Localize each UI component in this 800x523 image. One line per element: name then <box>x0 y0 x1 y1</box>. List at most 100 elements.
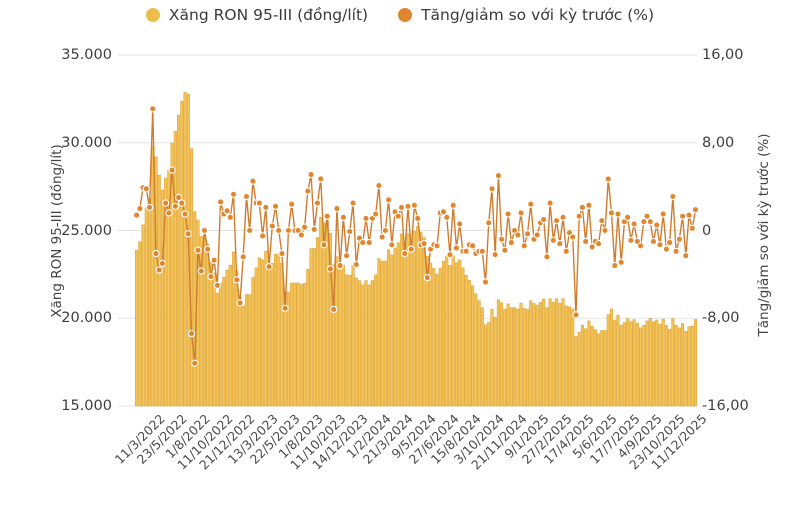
price-bar <box>648 317 652 407</box>
change-dot <box>362 214 370 223</box>
change-dot <box>317 175 325 183</box>
change-dot <box>691 206 700 214</box>
legend-item-price[interactable]: Xăng RON 95-III (đồng/lít) <box>145 6 369 24</box>
change-dot <box>162 199 170 207</box>
change-dot <box>653 221 661 229</box>
price-bar <box>270 263 274 407</box>
change-dot <box>507 238 515 247</box>
price-bar <box>419 231 423 407</box>
change-dot <box>359 238 367 247</box>
price-bar <box>619 324 623 407</box>
price-bar <box>383 260 387 407</box>
legend-item-change[interactable]: Tăng/giảm so với kỳ trước (%) <box>398 6 654 24</box>
change-dot <box>685 211 693 219</box>
price-bar <box>519 302 523 407</box>
change-dot <box>268 222 276 230</box>
price-bar <box>606 314 610 407</box>
price-bar <box>403 242 407 407</box>
change-dot <box>171 202 180 211</box>
change-dot <box>549 236 557 245</box>
chart-legend: Xăng RON 95-III (đồng/lít) Tăng/giảm so … <box>0 2 800 28</box>
change-dot <box>491 250 499 259</box>
price-bar <box>286 291 291 407</box>
price-bar <box>241 305 245 407</box>
price-bar <box>435 273 439 407</box>
change-dot <box>310 225 318 234</box>
price-bar <box>432 268 436 407</box>
price-bar <box>587 320 591 407</box>
change-dot <box>181 210 189 218</box>
change-dot <box>307 170 315 179</box>
price-bar <box>597 333 601 407</box>
price-bar <box>668 328 672 407</box>
price-bars <box>135 92 698 407</box>
change-dot <box>239 253 247 261</box>
price-bar <box>393 247 397 407</box>
right-axis-tick: 0 <box>702 222 712 239</box>
change-dot <box>559 213 567 221</box>
change-dot <box>572 311 580 319</box>
price-bar <box>164 177 168 407</box>
change-dot <box>494 172 503 180</box>
change-dot <box>517 209 525 217</box>
change-dot <box>284 226 293 235</box>
price-bar <box>345 274 349 407</box>
price-bar <box>412 231 417 407</box>
price-bar <box>225 269 229 407</box>
price-bar <box>199 236 203 407</box>
price-bar <box>664 324 669 407</box>
change-dot <box>601 226 609 235</box>
price-bar <box>655 319 659 407</box>
price-bar <box>212 272 216 407</box>
price-bar <box>374 274 378 407</box>
change-dot <box>326 265 335 273</box>
change-dot <box>207 272 215 281</box>
price-bar <box>535 304 539 407</box>
price-bar <box>370 280 375 407</box>
change-dot <box>313 199 322 207</box>
price-bar <box>490 308 494 407</box>
price-bar <box>680 323 685 407</box>
price-bar <box>567 306 572 407</box>
price-bar <box>493 316 497 407</box>
change-dot <box>604 175 612 183</box>
change-dot <box>643 212 651 220</box>
change-dot <box>552 216 561 225</box>
price-bar <box>135 249 139 407</box>
change-dot <box>659 210 667 218</box>
price-bar <box>251 277 255 407</box>
price-bar <box>351 264 355 407</box>
price-bar <box>238 296 242 407</box>
price-bar <box>674 324 678 407</box>
change-dot <box>155 266 163 274</box>
price-bar <box>315 237 320 407</box>
price-bar <box>464 274 468 407</box>
right-axis-tick: -16,00 <box>702 398 749 414</box>
price-bar <box>309 248 313 407</box>
change-dot <box>381 226 390 235</box>
price-bar <box>206 243 210 407</box>
price-bar <box>454 262 459 407</box>
change-dot <box>246 226 254 235</box>
change-dot <box>288 200 296 208</box>
price-bar <box>516 308 520 407</box>
change-dot <box>423 274 432 282</box>
legend-label-price: Xăng RON 95-III (đồng/lít) <box>168 6 369 24</box>
change-dot <box>397 203 406 212</box>
change-dot <box>481 278 490 286</box>
price-bar <box>254 267 258 407</box>
change-dot <box>278 249 286 258</box>
price-bar <box>267 264 271 407</box>
change-dot <box>617 258 625 266</box>
change-dot <box>349 199 357 207</box>
price-bar <box>651 321 656 407</box>
price-bar <box>525 309 530 407</box>
price-bar <box>616 314 620 407</box>
price-bar <box>509 307 513 407</box>
price-bar <box>312 247 316 407</box>
price-bar <box>202 236 207 407</box>
change-dot <box>414 214 422 223</box>
price-bar <box>638 327 643 407</box>
price-bar <box>399 233 404 407</box>
price-bar <box>629 321 633 407</box>
